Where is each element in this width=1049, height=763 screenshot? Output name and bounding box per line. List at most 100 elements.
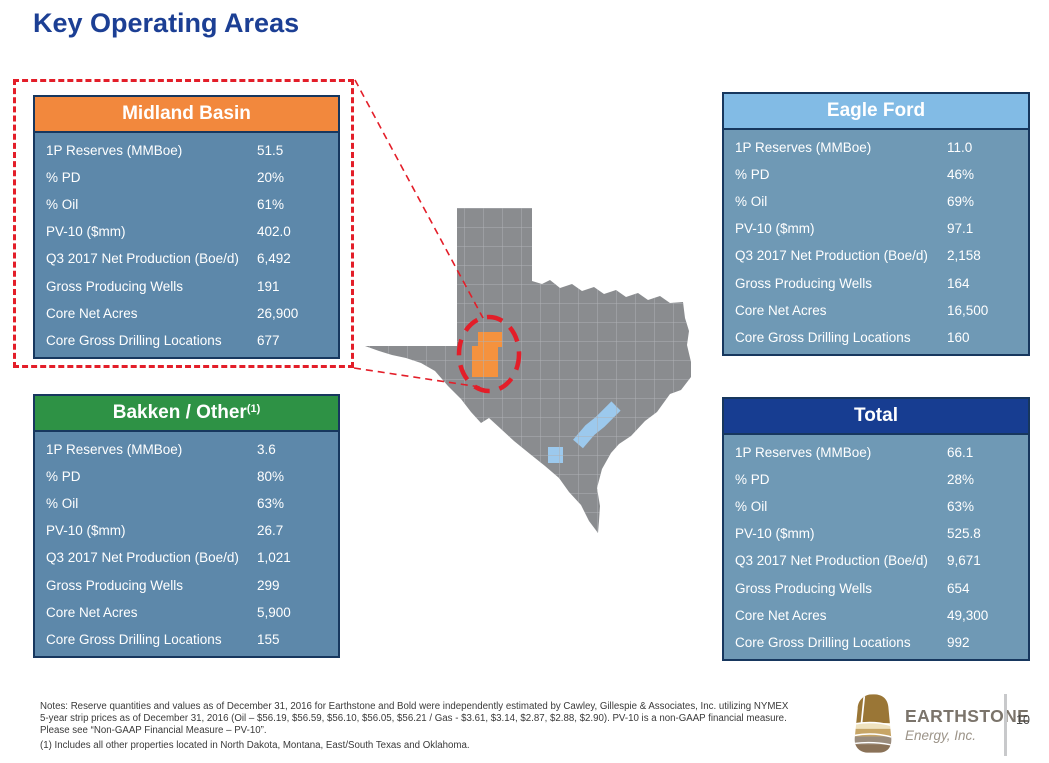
table-body: 1P Reserves (MMBoe) 51.5 % PD 20% % Oil 61% PV… (35, 133, 338, 357)
table-row: % Oil 63% (35, 490, 338, 517)
table-row: % PD 20% (35, 164, 338, 191)
row-value: 164 (947, 275, 970, 291)
table-row: 1P Reserves (MMBoe) 51.5 (35, 137, 338, 164)
row-value: 69% (947, 194, 975, 210)
row-label: 1P Reserves (MMBoe) (46, 442, 183, 458)
row-value: 155 (257, 631, 280, 647)
earthstone-logo: EARTHSTONE Energy, Inc. (850, 692, 1029, 756)
callout-line-bottom (353, 367, 481, 388)
table-row: Core Gross Drilling Locations 677 (35, 327, 338, 354)
page-title: Key Operating Areas (33, 8, 300, 38)
table-row: Gross Producing Wells 164 (724, 269, 1028, 296)
row-label: Q3 2017 Net Production (Boe/d) (735, 553, 928, 569)
row-value: 160 (947, 329, 970, 345)
row-label: Gross Producing Wells (735, 580, 873, 596)
row-value: 51.5 (257, 143, 284, 159)
row-value: 191 (257, 278, 280, 294)
total-table: Total 1P Reserves (MMBoe) 66.1 % PD 28% % Oi… (722, 397, 1030, 661)
row-value: 9,671 (947, 553, 981, 569)
table-row: PV-10 ($mm) 97.1 (724, 215, 1028, 242)
logo-text: EARTHSTONE Energy, Inc. (905, 706, 1029, 743)
row-label: Core Net Acres (46, 604, 138, 620)
bakken-other-table: Bakken / Other (1) 1P Reserves (MMBoe) 3.6… (33, 394, 340, 658)
table-body: 1P Reserves (MMBoe) 3.6 % PD 80% % Oil 63% PV-… (35, 432, 338, 656)
row-label: Core Gross Drilling Locations (735, 329, 911, 345)
row-value: 46% (947, 167, 975, 183)
row-value: 2,158 (947, 248, 981, 264)
row-value: 63% (947, 499, 975, 515)
table-row: PV-10 ($mm) 402.0 (35, 218, 338, 245)
row-label: Q3 2017 Net Production (Boe/d) (735, 248, 928, 264)
logo-company-name: EARTHSTONE (905, 705, 1030, 726)
texas-county-map (353, 79, 691, 533)
row-value: 3.6 (257, 442, 276, 458)
earthstone-logo-icon (854, 694, 892, 753)
midland-highlight-box (13, 79, 354, 368)
row-label: Core Gross Drilling Locations (46, 631, 222, 647)
row-value: 61% (257, 197, 285, 213)
table-header: Bakken / Other (1) (35, 396, 338, 432)
callout-line-top (354, 79, 484, 319)
row-label: PV-10 ($mm) (735, 221, 815, 237)
footnotes: Notes: Reserve quantities and values as … (40, 701, 788, 752)
note-line: (1) Includes all other properties locate… (40, 740, 470, 751)
table-row: 1P Reserves (MMBoe) 66.1 (724, 439, 1028, 466)
table-row: PV-10 ($mm) 525.8 (724, 520, 1028, 547)
row-value: 49,300 (947, 607, 989, 623)
row-label: % Oil (46, 197, 79, 213)
table-row: Core Net Acres 16,500 (724, 297, 1028, 324)
row-label: Gross Producing Wells (46, 278, 184, 294)
table-row: Q3 2017 Net Production (Boe/d) 9,671 (724, 547, 1028, 574)
row-value: 80% (257, 469, 285, 485)
footer-divider (1004, 694, 1007, 756)
row-value: 16,500 (947, 302, 989, 318)
row-value: 1,021 (257, 550, 291, 566)
table-row: Core Gross Drilling Locations 160 (724, 324, 1028, 351)
table-row: 1P Reserves (MMBoe) 11.0 (724, 134, 1028, 161)
table-row: Core Gross Drilling Locations 155 (35, 626, 338, 653)
row-label: % PD (735, 472, 770, 488)
note-line: Notes: Reserve quantities and values as … (40, 701, 789, 712)
row-label: Core Gross Drilling Locations (735, 634, 911, 650)
row-value: 992 (947, 634, 970, 650)
row-label: PV-10 ($mm) (46, 523, 126, 539)
table-title: Midland Basin (122, 103, 251, 124)
row-value: 299 (257, 577, 280, 593)
table-row: Q3 2017 Net Production (Boe/d) 2,158 (724, 242, 1028, 269)
table-row: Core Gross Drilling Locations 992 (724, 629, 1028, 656)
table-row: Q3 2017 Net Production (Boe/d) 1,021 (35, 544, 338, 571)
row-label: 1P Reserves (MMBoe) (46, 143, 183, 159)
row-value: 6,492 (257, 251, 291, 267)
table-title-superscript: (1) (246, 403, 261, 415)
row-label: 1P Reserves (MMBoe) (735, 140, 872, 156)
table-row: % PD 80% (35, 463, 338, 490)
row-label: Core Net Acres (735, 302, 827, 318)
row-label: % Oil (46, 496, 79, 512)
table-row: PV-10 ($mm) 26.7 (35, 517, 338, 544)
table-row: 1P Reserves (MMBoe) 3.6 (35, 436, 338, 463)
row-label: % PD (46, 469, 81, 485)
row-value: 654 (947, 580, 970, 596)
row-value: 525.8 (947, 526, 981, 542)
table-row: % PD 46% (724, 161, 1028, 188)
row-label: Q3 2017 Net Production (Boe/d) (46, 550, 239, 566)
table-row: Core Net Acres 49,300 (724, 602, 1028, 629)
row-value: 28% (947, 472, 975, 488)
table-body: 1P Reserves (MMBoe) 11.0 % PD 46% % Oil 69% PV… (724, 130, 1028, 354)
logo-company-subtitle: Energy, Inc. (905, 727, 977, 743)
table-body: 1P Reserves (MMBoe) 66.1 % PD 28% % Oil 63% PV… (724, 435, 1028, 659)
table-row: Core Net Acres 26,900 (35, 300, 338, 327)
row-value: 402.0 (257, 224, 291, 240)
row-value: 26,900 (257, 305, 299, 321)
table-row: % Oil 69% (724, 188, 1028, 215)
table-header: Total (724, 399, 1028, 435)
row-label: PV-10 ($mm) (46, 224, 126, 240)
row-label: % PD (46, 170, 81, 186)
row-label: Gross Producing Wells (46, 577, 184, 593)
midland-highlight-circle-icon (456, 314, 522, 394)
row-value: 11.0 (947, 140, 973, 156)
row-value: 5,900 (257, 604, 291, 620)
midland-basin-table: Midland Basin 1P Reserves (MMBoe) 51.5 % P… (33, 95, 340, 359)
eagle-ford-table: Eagle Ford 1P Reserves (MMBoe) 11.0 % PD 46… (722, 92, 1030, 356)
